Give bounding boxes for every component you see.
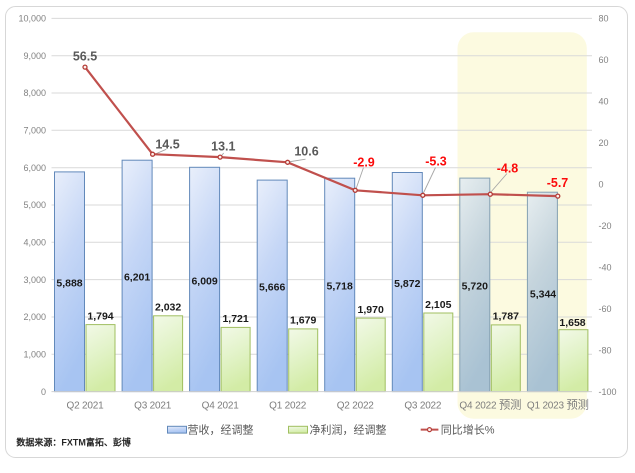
svg-text:1,787: 1,787 xyxy=(493,311,519,323)
svg-text:-100: -100 xyxy=(599,387,617,397)
svg-text:同比增长%: 同比增长% xyxy=(441,422,495,436)
svg-text:5,666: 5,666 xyxy=(259,282,285,294)
svg-text:5,720: 5,720 xyxy=(462,281,488,293)
svg-text:9,000: 9,000 xyxy=(23,51,46,61)
svg-text:-80: -80 xyxy=(599,345,612,355)
svg-text:-5.3: -5.3 xyxy=(425,155,447,169)
svg-text:-60: -60 xyxy=(599,304,612,314)
svg-text:1,970: 1,970 xyxy=(358,304,384,316)
svg-text:Q3 2022: Q3 2022 xyxy=(404,401,442,412)
svg-text:5,888: 5,888 xyxy=(56,278,82,290)
svg-text:6,201: 6,201 xyxy=(124,272,150,284)
svg-text:80: 80 xyxy=(599,14,609,24)
svg-text:2,032: 2,032 xyxy=(155,302,181,314)
svg-text:Q1 2022: Q1 2022 xyxy=(269,401,307,412)
svg-text:6,000: 6,000 xyxy=(23,163,46,173)
svg-text:20: 20 xyxy=(599,138,609,148)
svg-text:7,000: 7,000 xyxy=(23,126,46,136)
svg-text:40: 40 xyxy=(599,97,609,107)
svg-text:-4.8: -4.8 xyxy=(497,162,519,176)
svg-text:2,000: 2,000 xyxy=(23,312,46,322)
svg-text:1,000: 1,000 xyxy=(23,350,46,360)
svg-text:数据来源：FXTM富拓、彭博: 数据来源：FXTM富拓、彭博 xyxy=(16,436,130,447)
svg-text:3,000: 3,000 xyxy=(23,275,46,285)
svg-text:10,000: 10,000 xyxy=(18,14,46,24)
svg-text:Q2 2022: Q2 2022 xyxy=(337,401,375,412)
svg-text:5,344: 5,344 xyxy=(530,289,556,301)
svg-text:-2.9: -2.9 xyxy=(353,155,375,169)
svg-text:5,000: 5,000 xyxy=(23,200,46,210)
svg-text:1,721: 1,721 xyxy=(222,313,248,325)
svg-text:Q1 2023 预测: Q1 2023 预测 xyxy=(527,399,589,412)
svg-text:Q4 2022 预测: Q4 2022 预测 xyxy=(459,399,521,412)
svg-text:Q2 2021: Q2 2021 xyxy=(67,401,105,412)
svg-text:8,000: 8,000 xyxy=(23,88,46,98)
svg-text:5,718: 5,718 xyxy=(327,281,353,293)
svg-text:Q4 2021: Q4 2021 xyxy=(202,401,240,412)
svg-text:-5.7: -5.7 xyxy=(547,176,569,190)
svg-text:6,009: 6,009 xyxy=(191,275,217,287)
svg-text:-20: -20 xyxy=(599,221,612,231)
svg-text:净利润，经调整: 净利润，经调整 xyxy=(310,422,387,436)
svg-text:1,679: 1,679 xyxy=(290,315,316,327)
svg-text:4,000: 4,000 xyxy=(23,238,46,248)
svg-text:Q3 2021: Q3 2021 xyxy=(134,401,172,412)
svg-text:14.5: 14.5 xyxy=(155,138,179,152)
svg-text:13.1: 13.1 xyxy=(211,140,235,154)
svg-text:5,872: 5,872 xyxy=(394,278,420,290)
svg-text:1,658: 1,658 xyxy=(559,317,585,329)
svg-text:-40: -40 xyxy=(599,262,612,272)
svg-text:0: 0 xyxy=(599,180,604,190)
svg-text:10.6: 10.6 xyxy=(294,144,318,158)
svg-text:1,794: 1,794 xyxy=(87,310,113,322)
svg-text:56.5: 56.5 xyxy=(73,49,97,63)
svg-text:营收，经调整: 营收，经调整 xyxy=(188,422,254,436)
svg-text:60: 60 xyxy=(599,55,609,65)
svg-text:2,105: 2,105 xyxy=(425,299,451,311)
svg-text:0: 0 xyxy=(41,387,46,397)
